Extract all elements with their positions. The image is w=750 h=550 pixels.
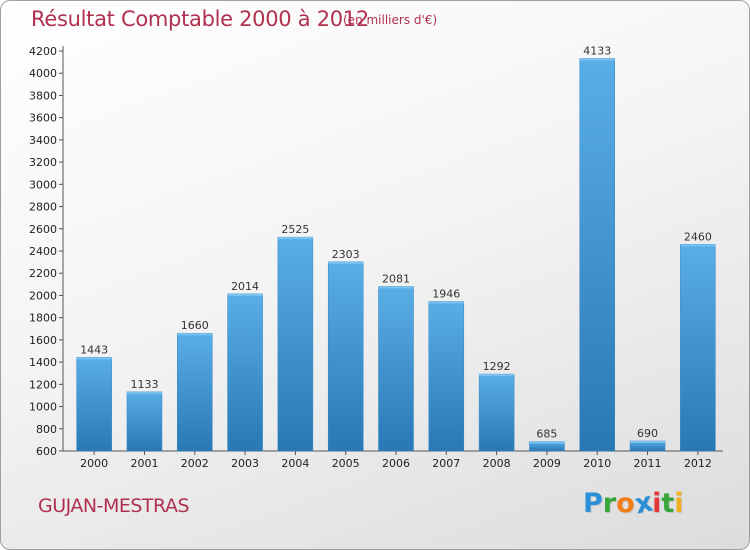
y-tick-label: 4200 — [29, 45, 57, 58]
city-name: GUJAN-MESTRAS — [38, 495, 190, 517]
value-label-2004: 2525 — [281, 223, 309, 236]
value-label-2006: 2081 — [382, 272, 410, 285]
bar-cap-2000 — [76, 357, 112, 360]
proxiti-logo[interactable]: Proxiti — [583, 487, 684, 521]
y-tick-label: 1200 — [29, 378, 57, 391]
value-label-2002: 1660 — [181, 319, 209, 332]
y-tick-label: 2800 — [29, 201, 57, 214]
y-tick-label: 1400 — [29, 356, 57, 369]
logo-letter: t — [661, 488, 675, 519]
bar-2008 — [478, 373, 515, 452]
bar-2012 — [680, 244, 716, 452]
y-tick-label: 2400 — [29, 245, 57, 258]
x-tick-label-2010: 2010 — [583, 457, 611, 470]
value-label-2001: 1133 — [130, 378, 158, 391]
y-tick-label: 4000 — [29, 67, 57, 80]
x-tick-label-2009: 2009 — [533, 457, 561, 470]
value-label-2005: 2303 — [332, 248, 360, 261]
bar-cap-2003 — [227, 293, 263, 296]
x-tick-label-2001: 2001 — [130, 457, 158, 470]
chart-subtitle: (en milliers d'€) — [343, 13, 438, 27]
bar-cap-2001 — [126, 391, 162, 394]
y-tick-label: 3400 — [29, 134, 57, 147]
x-tick-label-2003: 2003 — [231, 457, 259, 470]
x-tick-label-2012: 2012 — [684, 457, 712, 470]
y-tick-label: 1000 — [29, 401, 57, 414]
x-tick-label-2006: 2006 — [382, 457, 410, 470]
chart-title: Résultat Comptable 2000 à 2012 — [31, 7, 369, 31]
bar-2002 — [177, 332, 213, 452]
value-label-2009: 685 — [536, 428, 557, 441]
value-label-2011: 690 — [637, 427, 658, 440]
y-tick-label: 3600 — [29, 112, 57, 125]
bar-cap-2004 — [277, 237, 313, 240]
bar-cap-2007 — [428, 301, 464, 304]
bar-2010 — [579, 58, 615, 452]
value-label-2007: 1946 — [432, 287, 460, 300]
x-tick-label-2011: 2011 — [634, 457, 662, 470]
bar-cap-2006 — [378, 286, 414, 289]
value-label-2008: 1292 — [483, 360, 511, 373]
bar-2004 — [277, 236, 314, 452]
x-tick-label-2008: 2008 — [483, 457, 511, 470]
bar-cap-2009 — [529, 441, 565, 444]
x-tick-label-2005: 2005 — [332, 457, 360, 470]
logo-letter: o — [616, 488, 635, 519]
value-label-2010: 4133 — [583, 44, 611, 57]
y-tick-label: 3800 — [29, 89, 57, 102]
logo-letter: r — [602, 488, 617, 519]
bar-2007 — [428, 301, 465, 452]
x-tick-label-2002: 2002 — [181, 457, 209, 470]
bar-2006 — [378, 286, 414, 452]
y-tick-label: 1800 — [29, 312, 57, 325]
value-label-2003: 2014 — [231, 280, 259, 293]
bar-cap-2002 — [177, 333, 213, 336]
bar-2001 — [126, 391, 163, 452]
x-tick-label-2000: 2000 — [80, 457, 108, 470]
bar-cap-2008 — [479, 374, 515, 377]
bar-cap-2005 — [328, 261, 364, 264]
bar-cap-2010 — [579, 58, 615, 61]
bar-cap-2012 — [680, 244, 716, 247]
value-label-2000: 1443 — [80, 343, 108, 356]
bar-cap-2011 — [630, 441, 666, 443]
y-tick-label: 3200 — [29, 156, 57, 169]
bar-2003 — [227, 293, 263, 452]
y-tick-label: 600 — [36, 445, 57, 458]
y-tick-label: 1600 — [29, 334, 57, 347]
value-label-2012: 2460 — [684, 230, 712, 243]
logo-letter: i — [652, 488, 662, 519]
x-tick-label-2007: 2007 — [432, 457, 460, 470]
x-tick-label-2004: 2004 — [281, 457, 309, 470]
logo-letter: i — [674, 488, 684, 519]
y-tick-label: 3000 — [29, 178, 57, 191]
y-tick-label: 2600 — [29, 223, 57, 236]
y-tick-label: 2200 — [29, 267, 57, 280]
y-tick-label: 2000 — [29, 289, 57, 302]
bar-2005 — [327, 261, 364, 452]
logo-letter: P — [583, 488, 603, 519]
bar-2000 — [76, 357, 112, 452]
y-tick-label: 800 — [36, 423, 57, 436]
